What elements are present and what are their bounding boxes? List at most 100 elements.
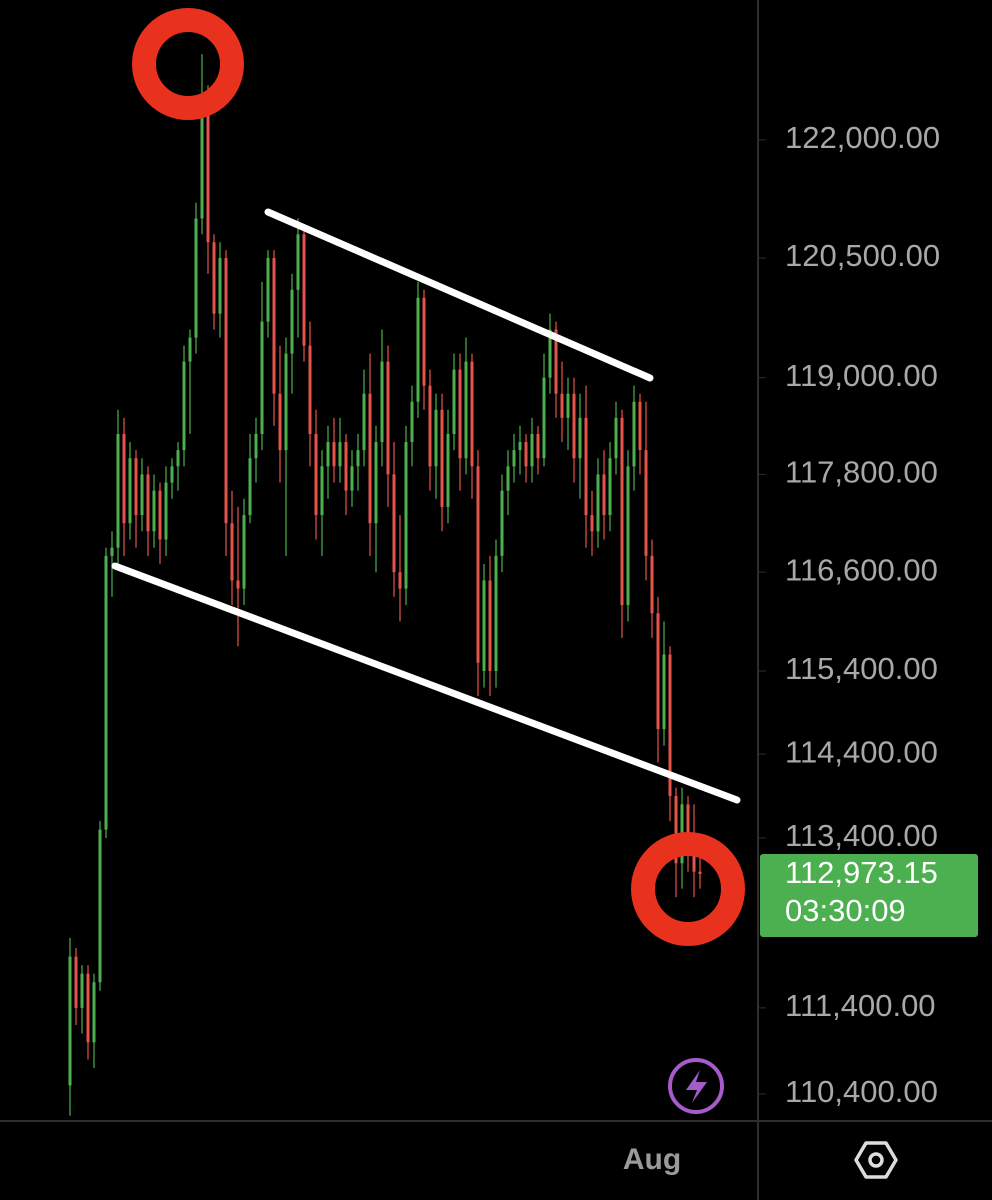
lightning-ring [668, 1058, 724, 1114]
candle-body [212, 242, 216, 314]
candle-body [350, 466, 354, 491]
lightning-icon [686, 1070, 707, 1103]
y-tick-label: 119,000.00 [785, 358, 938, 393]
candle-body [146, 474, 150, 532]
candle-body [572, 393, 576, 459]
candle-body [416, 297, 420, 402]
candle-body [452, 369, 456, 434]
candle-body [188, 337, 192, 362]
candle-body [650, 555, 654, 614]
settings-icon [854, 1141, 898, 1179]
settings-button[interactable] [854, 1141, 898, 1179]
y-tick-label: 110,400.00 [785, 1074, 938, 1109]
candle-body [332, 442, 336, 467]
candle-body [326, 442, 330, 467]
candle-body [548, 329, 552, 378]
candle-body [236, 580, 240, 589]
candle-body [260, 321, 264, 434]
y-tick-label: 122,000.00 [785, 120, 940, 155]
candle-body [278, 393, 282, 451]
candle-body [140, 474, 144, 516]
candle-body [644, 450, 648, 556]
candle-body [506, 466, 510, 491]
candle-body [530, 433, 534, 467]
candle-body [560, 393, 564, 418]
candle-body [488, 580, 492, 672]
candle-body [410, 401, 414, 443]
candle-body [92, 982, 96, 1043]
highlight-circle [631, 832, 745, 946]
candle-body [386, 361, 390, 475]
candle-body [134, 458, 138, 516]
candle-body [668, 654, 672, 796]
x-tick-label: Aug [623, 1143, 681, 1176]
candle-body [248, 458, 252, 516]
candle-body [584, 417, 588, 516]
candle-body [200, 108, 204, 219]
candle-body [524, 442, 528, 467]
candle-body [98, 829, 102, 983]
candle-body [656, 613, 660, 730]
candle-body [590, 515, 594, 532]
candle-body [578, 417, 582, 459]
candle-body [512, 450, 516, 467]
candle-body [608, 458, 612, 516]
candle-body [620, 417, 624, 606]
y-tick-label: 115,400.00 [785, 651, 938, 686]
candle-body [500, 490, 504, 556]
settings-icon-center [868, 1152, 884, 1168]
candle-body [638, 401, 642, 451]
candle-body [308, 345, 312, 434]
candle-body [86, 973, 90, 1043]
candle-body [80, 973, 84, 1008]
candle-body [380, 361, 384, 443]
candle-body [692, 854, 696, 872]
candle-body [374, 442, 378, 524]
candle-body [272, 258, 276, 394]
candle-body [428, 385, 432, 467]
candle-body [254, 433, 258, 459]
candle-body [542, 377, 546, 459]
candle-body [170, 466, 174, 483]
candle-body [614, 417, 618, 459]
candle-body [296, 234, 300, 290]
candle-body [242, 515, 246, 589]
candle-body [434, 409, 438, 467]
candle-body [68, 956, 72, 1086]
candle-body [554, 329, 558, 394]
y-tick-label: 120,500.00 [785, 238, 940, 273]
candle-body [632, 401, 636, 467]
candle-body [218, 258, 222, 314]
candle-body [284, 353, 288, 451]
upper-trendline [264, 208, 654, 382]
candle-body [176, 450, 180, 467]
candle-body [266, 258, 270, 322]
candle-body [536, 433, 540, 459]
candle-body [662, 654, 666, 730]
lightning-button[interactable] [668, 1058, 724, 1114]
candle-body [344, 442, 348, 491]
candles [68, 54, 702, 1116]
candle-body [362, 393, 366, 451]
candle-body [122, 433, 126, 524]
candle-body [518, 442, 522, 451]
candle-body [398, 572, 402, 589]
candle-body [698, 871, 702, 874]
candle-body [686, 804, 690, 855]
candle-body [182, 361, 186, 451]
candle-body [392, 474, 396, 573]
candle-body [230, 523, 234, 581]
candle-body [566, 393, 570, 418]
last-price-label: 112,973.15 [785, 855, 938, 890]
candle-body [116, 433, 120, 548]
candle-body [224, 258, 228, 524]
candle-body [158, 490, 162, 540]
candle-body [674, 795, 678, 864]
candle-body [320, 466, 324, 516]
highlight-circle [132, 8, 244, 120]
candle-body [458, 369, 462, 459]
candle-body [152, 490, 156, 532]
